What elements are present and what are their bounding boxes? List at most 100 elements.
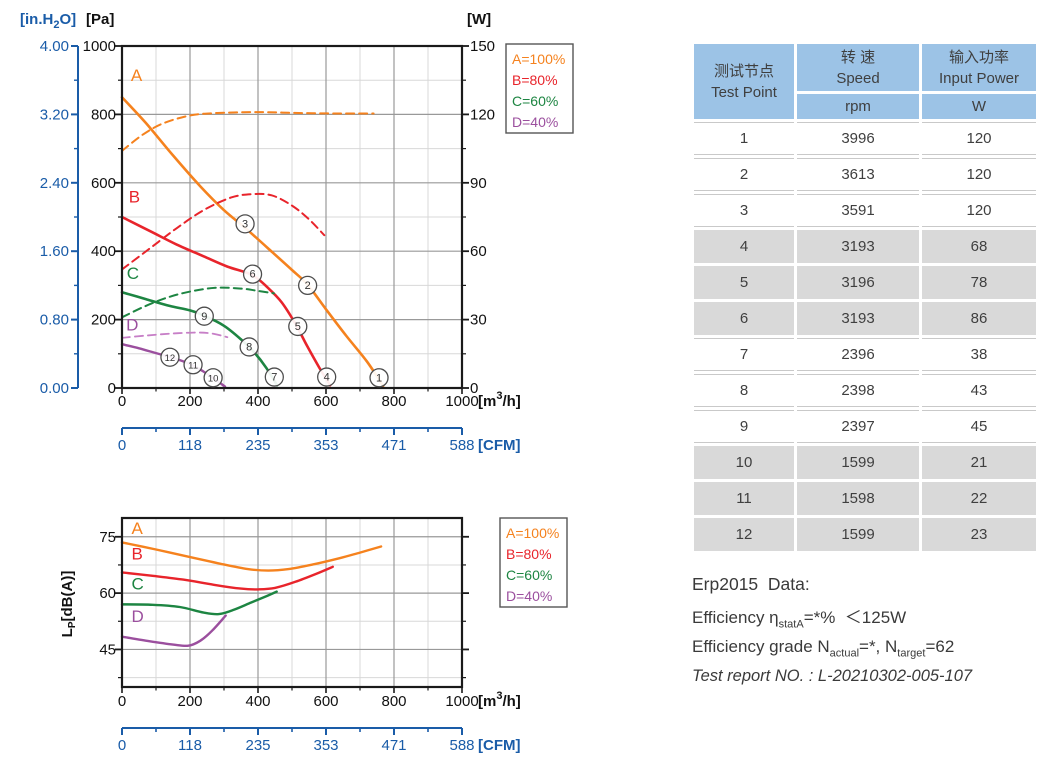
svg-text:1: 1	[376, 372, 382, 384]
table-row: 5 3196 78	[694, 266, 1036, 299]
point-cell: 3	[694, 194, 794, 227]
cfm-tick-label: 235	[245, 737, 270, 754]
x-tick-label: 600	[313, 693, 338, 710]
db-axis: 75 60 45 LP[dB(A)]	[59, 529, 469, 679]
cfm-tick-label: 118	[178, 437, 202, 454]
gridlines	[122, 46, 462, 388]
legend-box	[499, 517, 568, 608]
cfm-tick-label: 588	[449, 737, 474, 754]
w-tick-label: 30	[470, 312, 487, 329]
cfm-tick-label: 0	[118, 737, 126, 754]
speed-cell: 3193	[797, 302, 919, 335]
series-B-noise	[120, 565, 334, 591]
table-row: 12 1599 23	[694, 518, 1036, 551]
series-label-B: B	[132, 544, 143, 563]
inh2o-tick-label: 1.60	[40, 243, 69, 260]
legend-item: D=40%	[512, 114, 558, 130]
pa-tick-label: 1000	[83, 38, 116, 55]
power-cell: 120	[922, 194, 1036, 227]
series-label-D: D	[126, 316, 138, 335]
cfm-tick-label: 118	[178, 737, 202, 754]
power-cell: 78	[922, 266, 1036, 299]
cfm-axis: 0 118 235 353 471 588 [CFM]	[118, 427, 520, 454]
series-label-D: D	[132, 607, 144, 626]
svg-text:6: 6	[249, 269, 255, 281]
speed-cell: 3591	[797, 194, 919, 227]
pressure-flow-chart: ABCD10008006004002000[Pa]1501209060300[W…	[20, 11, 574, 454]
speed-cell: 2396	[797, 338, 919, 371]
inh2o-tick-label: 0.80	[40, 312, 69, 329]
x-tick-label: 1000	[445, 693, 478, 710]
cfm-tick-label: 353	[313, 437, 338, 454]
svg-text:7: 7	[271, 372, 277, 384]
point-cell: 7	[694, 338, 794, 371]
svg-text:3: 3	[242, 218, 248, 230]
erp-grade-line: Efficiency grade Nactual=*, Ntarget=62	[692, 637, 955, 660]
db-tick-label: 45	[99, 641, 116, 658]
table-row: 7 2396 38	[694, 338, 1036, 371]
test-point-marker: 3	[235, 214, 255, 234]
inh2o-tick-label: 4.00	[40, 38, 69, 55]
legend-item: A=100%	[506, 525, 559, 541]
cfm-tick-label: 471	[381, 437, 406, 454]
speed-cell: 3996	[797, 122, 919, 155]
test-point-marker: 9	[194, 306, 214, 326]
point-cell: 12	[694, 518, 794, 551]
pa-tick-label: 800	[91, 106, 116, 123]
pa-tick-label: 400	[91, 243, 116, 260]
series-label-B: B	[129, 187, 140, 206]
test-point-marker: 6	[242, 264, 263, 284]
point-cell: 8	[694, 374, 794, 407]
x-tick-label: 800	[381, 393, 406, 410]
series-B-pressure	[120, 215, 332, 387]
inh2o-tick-label: 2.40	[40, 175, 69, 192]
test-point-table-wrap: 测试节点 Test Point 转 速 Speed 输入功率 Input Power rpm…	[691, 41, 1039, 554]
svg-text:9: 9	[201, 311, 207, 323]
power-cell: 43	[922, 374, 1036, 407]
point-cell: 10	[694, 446, 794, 479]
w-tick-label: 60	[470, 243, 487, 260]
test-point-marker: 2	[297, 275, 318, 296]
series-label-A: A	[132, 519, 144, 538]
cfm-tick-label: 0	[118, 437, 126, 454]
cfm-tick-label: 235	[245, 437, 270, 454]
power-cell: 21	[922, 446, 1036, 479]
gridlines	[122, 518, 462, 687]
speed-cell: 1599	[797, 446, 919, 479]
speed-cell: 3613	[797, 158, 919, 191]
legend-item: C=60%	[512, 93, 558, 109]
cfm-unit-label: [CFM]	[478, 737, 520, 754]
point-cell: 1	[694, 122, 794, 155]
svg-text:10: 10	[208, 373, 219, 384]
cfm-tick-label: 353	[313, 737, 338, 754]
x-tick-label: 600	[313, 393, 338, 410]
pa-tick-label: 600	[91, 175, 116, 192]
svg-text:2: 2	[305, 280, 311, 292]
speed-cell: 3193	[797, 230, 919, 263]
point-cell: 2	[694, 158, 794, 191]
table-row: 2 3613 120	[694, 158, 1036, 191]
w-tick-label: 120	[470, 106, 495, 123]
power-cell: 23	[922, 518, 1036, 551]
legend-item: C=60%	[506, 567, 552, 583]
series-A-noise	[120, 541, 383, 572]
pa-axis: 1000 800 600 400 200 0 [Pa]	[83, 11, 122, 397]
svg-text:11: 11	[188, 360, 198, 371]
x-tick-label: 800	[381, 693, 406, 710]
test-point-marker: 12	[160, 347, 180, 367]
table-row: 10 1599 21	[694, 446, 1036, 479]
w-axis: 150 120 90 60 30 0 [W]	[462, 11, 495, 397]
test-point-marker: 4	[317, 367, 337, 387]
table-row: 11 1598 22	[694, 482, 1036, 515]
test-point-table: 测试节点 Test Point 转 速 Speed 输入功率 Input Power rpm…	[691, 41, 1039, 554]
x-tick-label: 200	[177, 393, 202, 410]
x-tick-label: 200	[177, 693, 202, 710]
legend-item: A=100%	[512, 51, 565, 67]
series-B-power	[121, 192, 326, 271]
test-point-marker: 11	[183, 355, 203, 375]
series-A-pressure	[120, 96, 385, 388]
svg-text:4: 4	[324, 372, 330, 384]
header-power-unit: W	[922, 94, 1036, 119]
svg-text:5: 5	[295, 321, 301, 333]
